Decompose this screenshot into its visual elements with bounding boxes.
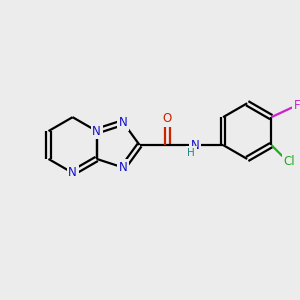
Text: N: N [119,116,128,129]
Text: Cl: Cl [284,155,295,168]
Text: N: N [92,124,101,138]
Text: H: H [188,148,195,158]
Text: F: F [294,99,300,112]
Text: N: N [191,139,200,152]
Text: O: O [163,112,172,125]
Text: N: N [68,167,77,179]
Text: N: N [119,161,128,174]
